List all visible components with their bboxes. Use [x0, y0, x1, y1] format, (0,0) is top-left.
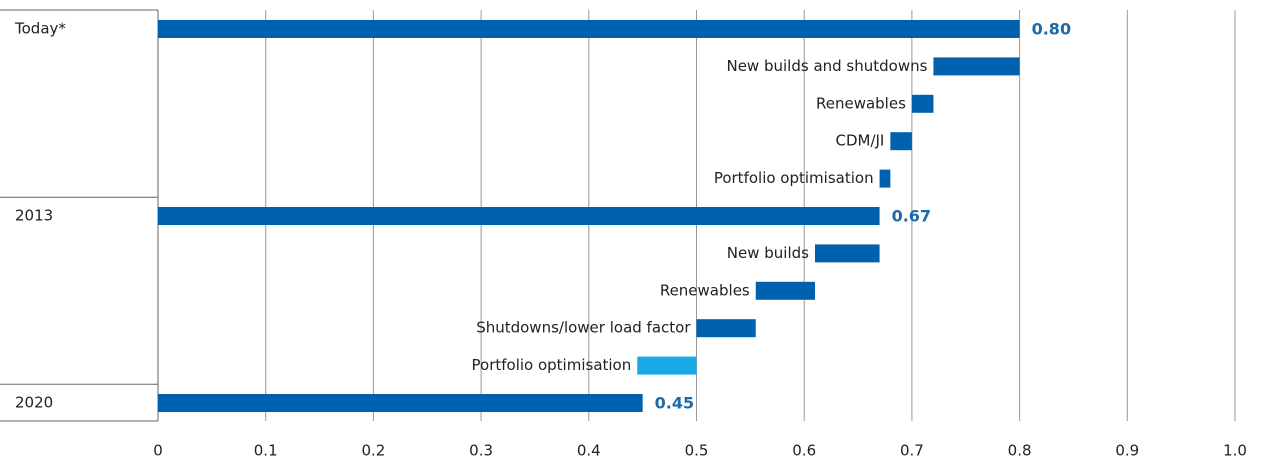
- bar: [755, 281, 815, 300]
- bar: [933, 57, 1020, 76]
- bar: [158, 207, 880, 225]
- x-tick-label: 0.1: [254, 442, 278, 459]
- category-label: New builds and shutdowns: [726, 57, 927, 75]
- x-tick-label: 0.5: [685, 442, 709, 459]
- category-label: Portfolio optimisation: [714, 169, 874, 187]
- category-label: Today*: [14, 20, 66, 38]
- value-label: 0.45: [655, 394, 694, 413]
- bar: [879, 169, 891, 188]
- category-label: CDM/JI: [835, 132, 884, 150]
- x-tick-label: 0.9: [1115, 442, 1139, 459]
- x-tick-label: 0.3: [469, 442, 493, 459]
- bar: [637, 356, 697, 375]
- bar: [158, 20, 1020, 38]
- x-tick-label: 0: [153, 442, 163, 459]
- bar: [158, 394, 643, 412]
- value-label: 0.67: [892, 207, 931, 226]
- category-label: 2020: [15, 394, 53, 412]
- x-tick-label: 0.2: [361, 442, 385, 459]
- category-label: Renewables: [816, 94, 906, 112]
- category-label: Portfolio optimisation: [472, 356, 632, 374]
- category-label: 2013: [15, 207, 53, 225]
- bar: [890, 132, 912, 151]
- value-label: 0.80: [1032, 20, 1071, 39]
- bar: [814, 244, 880, 263]
- x-tick-label: 0.6: [792, 442, 816, 459]
- category-label: Shutdowns/lower load factor: [476, 319, 691, 337]
- bar: [911, 94, 934, 113]
- x-tick-label: 0.4: [577, 442, 601, 459]
- category-label: New builds: [727, 244, 809, 262]
- x-tick-label: 0.7: [900, 442, 924, 459]
- category-label: Renewables: [660, 281, 750, 299]
- bar: [696, 319, 756, 338]
- x-tick-label: 1.0: [1223, 442, 1247, 459]
- x-tick-label: 0.8: [1008, 442, 1032, 459]
